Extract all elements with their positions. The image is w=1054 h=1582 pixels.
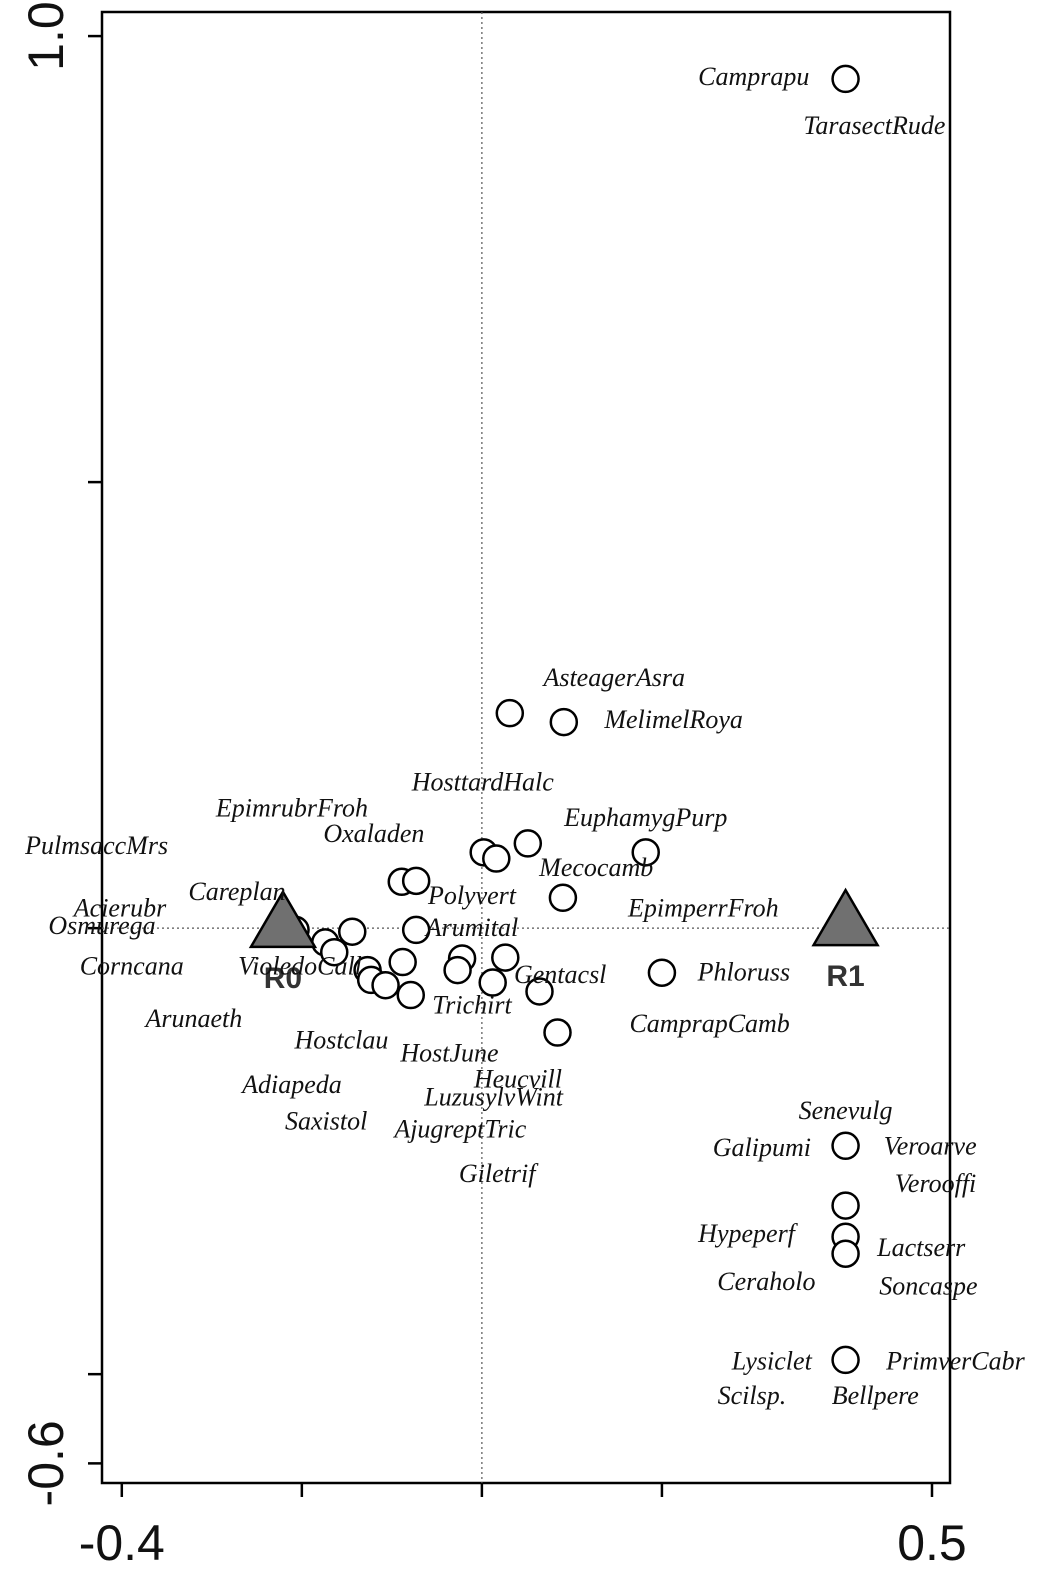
species-label: PrimverCabr: [885, 1346, 1026, 1375]
species-label: Polyvert: [427, 881, 517, 910]
species-label: Giletrif: [459, 1159, 539, 1188]
site-point: [443, 955, 472, 985]
species-label: Phloruss: [697, 957, 790, 986]
site-point: [478, 968, 507, 997]
site-point: [513, 829, 543, 858]
species-label: Oxaladen: [323, 819, 424, 848]
species-label: MelimelRoya: [603, 705, 743, 734]
site-point: [647, 958, 677, 987]
species-label: Adiapeda: [240, 1070, 342, 1099]
site-point: [482, 844, 511, 873]
species-label: Veroarve: [884, 1131, 977, 1160]
species-label: Hostclau: [294, 1025, 389, 1054]
species-label: Arumital: [424, 913, 518, 942]
species-label: Hypeperf: [697, 1219, 799, 1248]
species-label: Soncaspe: [879, 1272, 977, 1301]
species-label: Verooffi: [895, 1169, 976, 1198]
x-tick-label: 0.5: [897, 1515, 967, 1571]
species-label: Heucvill: [473, 1065, 562, 1094]
species-label: Mecocamb: [538, 853, 653, 882]
site-point: [388, 947, 417, 977]
species-label: EuphamygPurp: [563, 803, 727, 832]
site-point: [401, 866, 431, 896]
species-label: Trichirt: [432, 991, 512, 1020]
species-label: Saxistol: [285, 1106, 367, 1135]
species-label: Ceraholo: [717, 1267, 815, 1296]
species-label: Senevulg: [799, 1096, 893, 1125]
centroid-marker: [248, 889, 318, 949]
site-point: [495, 698, 525, 728]
species-label: AsteagerAsra: [541, 663, 685, 692]
species-label: Corncana: [80, 951, 184, 980]
site-point: [320, 937, 349, 967]
species-label: Lactserr: [876, 1233, 966, 1262]
species-label: Scilsp.: [718, 1381, 787, 1410]
site-point: [549, 707, 579, 737]
plot-frame: [100, 10, 952, 1485]
centroid-label: R0: [264, 962, 302, 995]
site-point: [831, 1345, 860, 1375]
site-point: [401, 915, 431, 945]
site-point: [831, 64, 860, 94]
centroid-marker: [811, 887, 880, 947]
x-tick-label: -0.4: [79, 1515, 165, 1571]
species-label: PulmsaccMrs: [24, 831, 168, 860]
species-label: Bellpere: [832, 1381, 919, 1410]
site-point: [338, 917, 367, 946]
species-label: Camprapu: [698, 62, 809, 91]
species-label: HostJune: [399, 1039, 498, 1068]
site-point: [491, 943, 520, 972]
species-label: AjugreptTric: [392, 1114, 526, 1143]
species-label: VioledoCall: [238, 951, 362, 980]
site-point: [831, 1191, 860, 1220]
species-label: Careplan: [188, 877, 285, 906]
species-label: Gentacsl: [514, 960, 606, 989]
species-label: Galipumi: [713, 1133, 811, 1162]
y-tick-label: -0.6: [18, 1420, 74, 1506]
species-label: HosttardHalc: [411, 767, 554, 796]
site-point: [396, 980, 426, 1010]
y-tick-label: 1.0: [18, 1, 74, 71]
species-label: EpimrubrFroh: [215, 793, 368, 822]
site-point: [631, 838, 660, 867]
centroid-label: R1: [826, 960, 864, 993]
species-label: CamprapCamb: [629, 1009, 789, 1038]
site-point: [543, 1018, 572, 1047]
site-point: [831, 1131, 860, 1161]
site-point: [831, 1239, 860, 1268]
species-label: Arunaeth: [143, 1004, 242, 1033]
species-label: Acierubr: [72, 893, 167, 922]
species-label: Osmurega: [48, 911, 155, 940]
species-label: LuzusylvWint: [423, 1082, 563, 1111]
site-point: [548, 883, 578, 913]
species-label: EpimperrFroh: [627, 893, 779, 922]
species-label: TarasectRude: [803, 111, 945, 140]
site-point: [525, 977, 554, 1006]
species-label: Lysiclet: [731, 1346, 813, 1375]
site-point: [371, 970, 400, 1000]
